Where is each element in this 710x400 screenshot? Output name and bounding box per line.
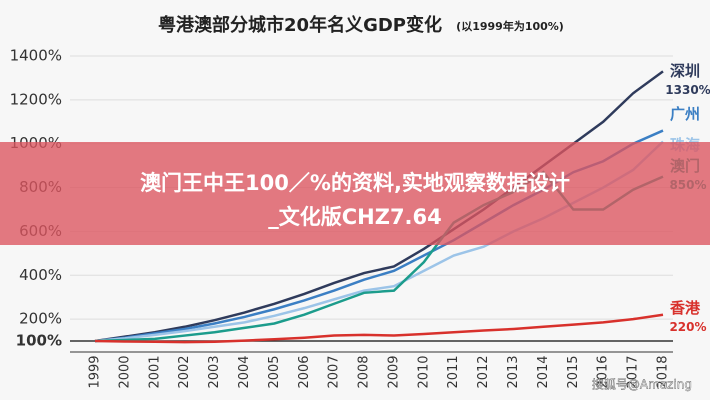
legend-label: 深圳 bbox=[670, 62, 700, 80]
x-tick-label: 2015 bbox=[566, 355, 581, 388]
x-tick-label: 2000 bbox=[117, 355, 132, 388]
value-label: 1330% bbox=[665, 83, 710, 97]
x-tick-label: 2011 bbox=[446, 355, 461, 388]
x-tick-label: 2012 bbox=[476, 355, 491, 388]
y-tick-label: 400% bbox=[19, 266, 62, 284]
y-tick-label: 100% bbox=[16, 332, 62, 350]
legend-label: 香港 bbox=[670, 299, 701, 317]
line bbox=[94, 313, 664, 344]
watermark: 搜狐号@Amazing bbox=[592, 377, 692, 392]
y-tick-label: 200% bbox=[19, 310, 62, 328]
value-label: 220% bbox=[669, 320, 706, 334]
overlay-text: 澳门王中王100／%的资料,实地观察数据设计 bbox=[140, 171, 570, 195]
x-tick-label: 2010 bbox=[416, 355, 431, 388]
chart-title: 粤港澳部分城市20年名义GDP变化 bbox=[158, 14, 442, 36]
x-tick-label: 2005 bbox=[267, 355, 282, 388]
x-tick-label: 2002 bbox=[177, 355, 192, 388]
y-tick-label: 1200% bbox=[10, 90, 62, 108]
x-tick-label: 2016 bbox=[596, 355, 611, 388]
overlay-text: _文化版CHZ7.64 bbox=[268, 205, 442, 229]
chart-subtitle: (以1999年为100%) bbox=[456, 19, 564, 33]
x-tick-label: 2017 bbox=[626, 355, 641, 388]
y-tick-label: 1400% bbox=[10, 47, 62, 65]
x-tick-label: 2014 bbox=[536, 355, 551, 388]
x-tick-label: 2001 bbox=[147, 355, 162, 388]
legend-label: 广州 bbox=[670, 105, 700, 123]
x-tick-label: 2009 bbox=[386, 355, 401, 388]
x-tick-label: 2007 bbox=[327, 355, 342, 388]
x-tick-label: 2013 bbox=[506, 355, 521, 388]
x-tick-label: 2006 bbox=[297, 355, 312, 388]
x-tick-label: 2018 bbox=[656, 355, 671, 388]
x-tick-label: 1999 bbox=[88, 355, 103, 388]
overlay-banner bbox=[0, 142, 710, 245]
x-tick-label: 2008 bbox=[357, 355, 372, 388]
x-tick-label: 2003 bbox=[207, 355, 222, 388]
x-tick-label: 2004 bbox=[237, 355, 252, 388]
